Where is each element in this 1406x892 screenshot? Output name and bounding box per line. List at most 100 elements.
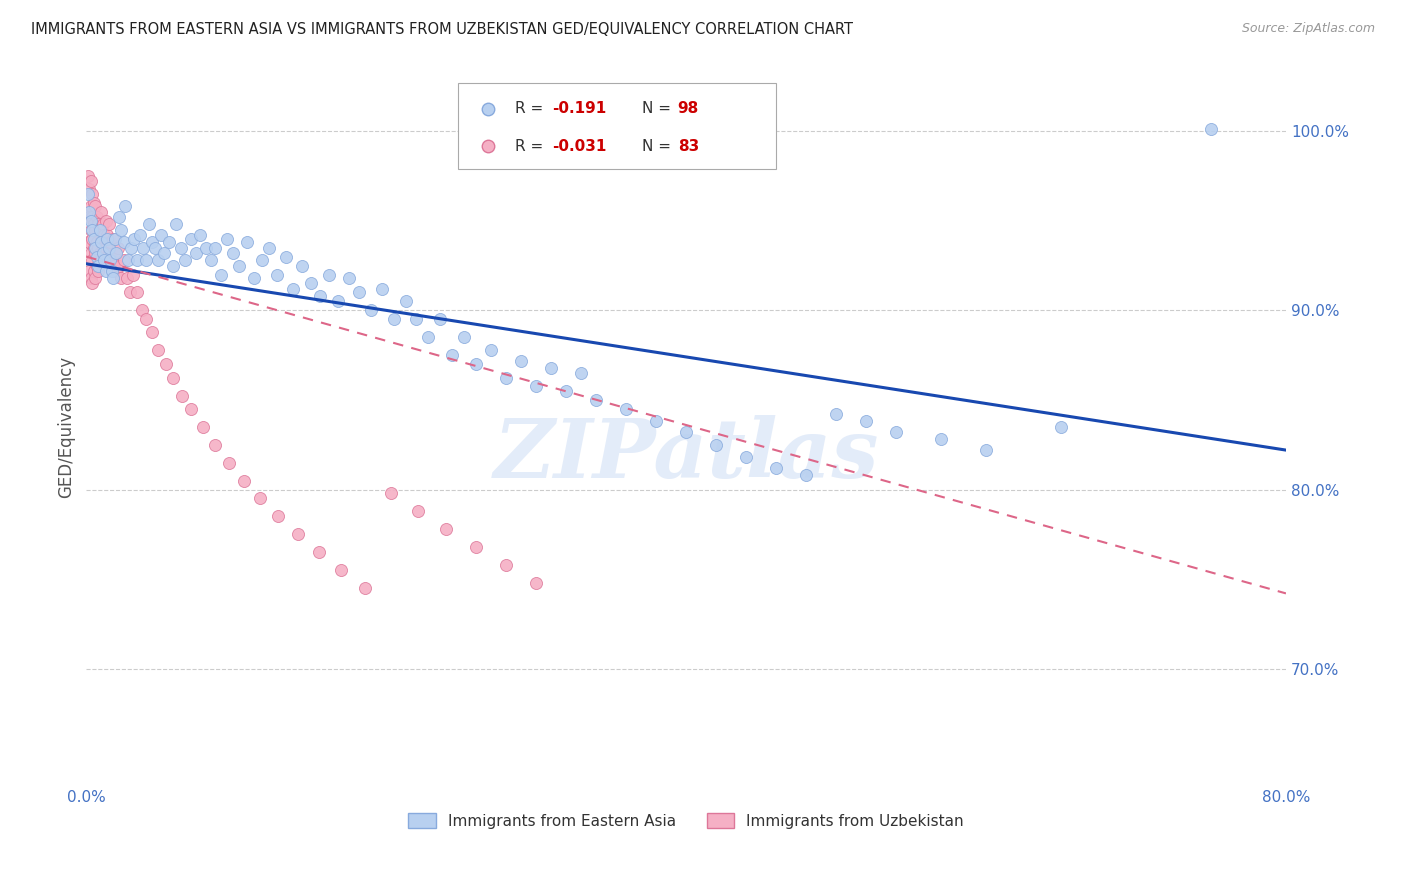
- Text: R =: R =: [515, 101, 548, 116]
- Point: [83, 195, 105, 210]
- Point: [429, 312, 451, 326]
- Point: [267, 509, 290, 524]
- Point: [405, 312, 427, 326]
- Point: [382, 312, 405, 326]
- Point: [193, 419, 215, 434]
- Point: [235, 235, 257, 250]
- Point: [105, 246, 128, 260]
- Point: [524, 575, 547, 590]
- Point: [91, 246, 114, 260]
- Point: [165, 218, 187, 232]
- Point: [80, 174, 103, 188]
- Text: -0.191: -0.191: [551, 101, 606, 116]
- Point: [98, 253, 121, 268]
- Point: [84, 241, 107, 255]
- Point: [318, 268, 340, 282]
- Point: [89, 223, 111, 237]
- Point: [97, 246, 120, 260]
- Point: [188, 228, 211, 243]
- Point: [80, 199, 103, 213]
- Point: [569, 366, 592, 380]
- Point: [135, 253, 157, 268]
- Point: [141, 325, 163, 339]
- Point: [93, 228, 115, 243]
- Point: [80, 271, 103, 285]
- Point: [76, 169, 98, 183]
- Point: [96, 228, 118, 243]
- Point: [80, 246, 103, 260]
- Point: [143, 241, 166, 255]
- Point: [157, 235, 180, 250]
- Point: [105, 264, 128, 278]
- Point: [138, 218, 160, 232]
- Point: [84, 199, 107, 213]
- Point: [108, 259, 131, 273]
- Point: [250, 253, 273, 268]
- Point: [101, 264, 124, 278]
- Point: [855, 414, 877, 428]
- Point: [83, 264, 105, 278]
- Point: [308, 545, 330, 559]
- Point: [370, 282, 392, 296]
- Point: [132, 241, 155, 255]
- Point: [395, 294, 418, 309]
- Point: [86, 211, 108, 225]
- Point: [380, 486, 402, 500]
- Point: [89, 246, 111, 260]
- Point: [337, 271, 360, 285]
- Point: [86, 259, 108, 273]
- Point: [98, 235, 121, 250]
- Point: [825, 407, 848, 421]
- Y-axis label: GED/Equivalency: GED/Equivalency: [58, 356, 75, 498]
- Point: [87, 241, 110, 255]
- Point: [127, 253, 149, 268]
- Point: [118, 285, 141, 300]
- Point: [79, 181, 101, 195]
- Point: [148, 343, 170, 357]
- Point: [82, 186, 104, 201]
- Point: [86, 235, 108, 250]
- Point: [76, 235, 98, 250]
- Point: [232, 474, 254, 488]
- Point: [87, 264, 110, 278]
- Point: [884, 425, 907, 440]
- Text: -0.031: -0.031: [551, 139, 606, 153]
- Point: [135, 312, 157, 326]
- Text: N =: N =: [641, 101, 676, 116]
- Point: [110, 271, 132, 285]
- Point: [195, 241, 218, 255]
- Point: [204, 438, 226, 452]
- Point: [83, 241, 105, 255]
- Point: [735, 450, 758, 465]
- Point: [110, 223, 132, 237]
- Point: [82, 253, 104, 268]
- Text: 83: 83: [678, 139, 699, 153]
- Point: [524, 378, 547, 392]
- Text: R =: R =: [515, 139, 548, 153]
- Point: [94, 241, 117, 255]
- Point: [330, 563, 353, 577]
- Point: [107, 241, 129, 255]
- Point: [174, 253, 197, 268]
- Point: [124, 232, 146, 246]
- Point: [243, 271, 266, 285]
- Point: [112, 253, 135, 268]
- Point: [465, 357, 488, 371]
- Point: [200, 253, 222, 268]
- Text: ZIPatlas: ZIPatlas: [494, 416, 879, 495]
- Point: [299, 277, 322, 291]
- Text: Source: ZipAtlas.com: Source: ZipAtlas.com: [1241, 22, 1375, 36]
- Point: [131, 303, 153, 318]
- Point: [360, 303, 382, 318]
- Point: [90, 235, 112, 250]
- Point: [97, 241, 120, 255]
- Point: [79, 264, 101, 278]
- Point: [90, 232, 112, 246]
- Point: [283, 282, 305, 296]
- Point: [94, 214, 117, 228]
- Point: [249, 491, 271, 506]
- Point: [91, 218, 114, 232]
- Point: [555, 384, 578, 398]
- Point: [222, 246, 245, 260]
- Point: [794, 468, 817, 483]
